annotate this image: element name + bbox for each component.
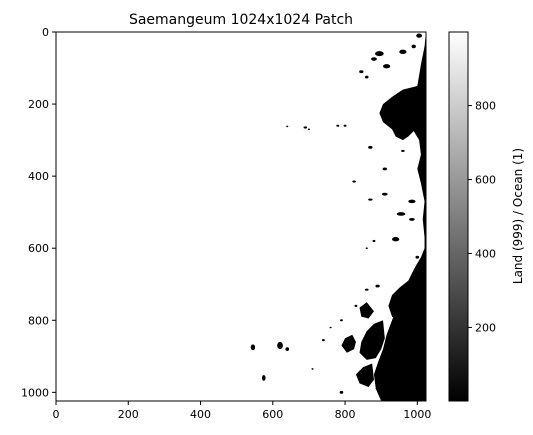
colorbar-tick-label: 400: [475, 247, 496, 260]
ocean-speck: [416, 33, 423, 38]
ocean-speck: [340, 319, 343, 322]
ocean-speck: [375, 284, 380, 288]
ocean-region: [359, 320, 385, 360]
y-tick-label: 800: [28, 314, 49, 327]
ocean-region: [359, 302, 374, 319]
ocean-speck: [372, 239, 376, 243]
y-tick-label: 0: [42, 26, 49, 39]
ocean-region: [341, 334, 356, 353]
ocean-speck: [365, 247, 368, 250]
y-axis-ticks: 0 200 400 600 800 1000: [21, 26, 56, 399]
x-tick-label: 1000: [403, 408, 431, 421]
ocean-region: [377, 367, 405, 396]
ocean-speck: [399, 49, 407, 54]
ocean-speck: [411, 44, 416, 49]
colorbar: 200 400 600 800 Land (999) / Ocean (1): [448, 31, 525, 402]
ocean-speck: [410, 339, 417, 345]
ocean-speck: [352, 180, 356, 183]
ocean-speck: [354, 304, 358, 307]
ocean-speck: [307, 128, 311, 131]
ocean-speck: [375, 51, 384, 57]
ocean-speck: [364, 75, 369, 79]
ocean-region: [355, 363, 374, 387]
ocean-speck: [277, 341, 283, 350]
ocean-region: [379, 86, 421, 141]
ocean-speck: [383, 64, 391, 69]
image-frame: [55, 31, 427, 402]
ocean-speck: [303, 126, 308, 129]
y-tick-label: 400: [28, 170, 49, 183]
x-tick-label: 0: [53, 408, 60, 421]
x-tick-label: 400: [190, 408, 211, 421]
y-tick-label: 200: [28, 98, 49, 111]
ocean-speck: [371, 57, 377, 61]
x-tick-label: 800: [335, 408, 356, 421]
ocean-speck: [409, 217, 415, 221]
ocean-speck: [286, 125, 289, 128]
ocean-speck: [395, 393, 403, 399]
ocean-speck: [359, 70, 364, 74]
ocean-speck: [329, 326, 332, 329]
ocean-speck: [381, 192, 388, 196]
ocean-speck: [392, 237, 400, 242]
colorbar-ticks: 200 400 600 800: [468, 100, 496, 334]
colorbar-tick-label: 600: [475, 174, 496, 187]
y-tick-label: 1000: [21, 386, 49, 399]
colorbar-tick-label: 800: [475, 100, 496, 113]
ocean-speck: [343, 124, 347, 127]
ocean-speck: [336, 124, 340, 127]
ocean-speck: [368, 198, 373, 201]
ocean-speck: [401, 149, 405, 152]
ocean-speck: [418, 298, 424, 303]
ocean-speck: [416, 311, 422, 315]
x-tick-label: 600: [262, 408, 283, 421]
ocean-speck: [250, 344, 256, 351]
ocean-speck: [321, 339, 325, 342]
ocean-speck: [285, 347, 290, 351]
ocean-region: [388, 280, 409, 321]
ocean-speck: [339, 390, 344, 394]
x-tick-label: 200: [118, 408, 139, 421]
image-axes: 0 200 400 600 800 1000 0 200 400 600 800 1000: [21, 26, 431, 421]
ocean-speck: [368, 145, 373, 149]
chart-title: Saemangeum 1024x1024 Patch: [129, 12, 353, 28]
ocean-speck: [364, 288, 369, 291]
x-axis-ticks: 0 200 400 600 800 1000: [53, 401, 431, 421]
ocean-speck: [261, 375, 266, 381]
colorbar-tick-label: 200: [475, 321, 496, 334]
ocean-speck: [396, 212, 406, 216]
colorbar-gradient: [448, 31, 469, 402]
ocean-speck: [408, 199, 416, 204]
ocean-speck: [415, 255, 420, 259]
ocean-speck: [382, 167, 387, 171]
y-tick-label: 600: [28, 242, 49, 255]
colorbar-label: Land (999) / Ocean (1): [511, 148, 525, 284]
ocean-speck: [311, 368, 314, 370]
ocean-regions: [250, 32, 426, 401]
